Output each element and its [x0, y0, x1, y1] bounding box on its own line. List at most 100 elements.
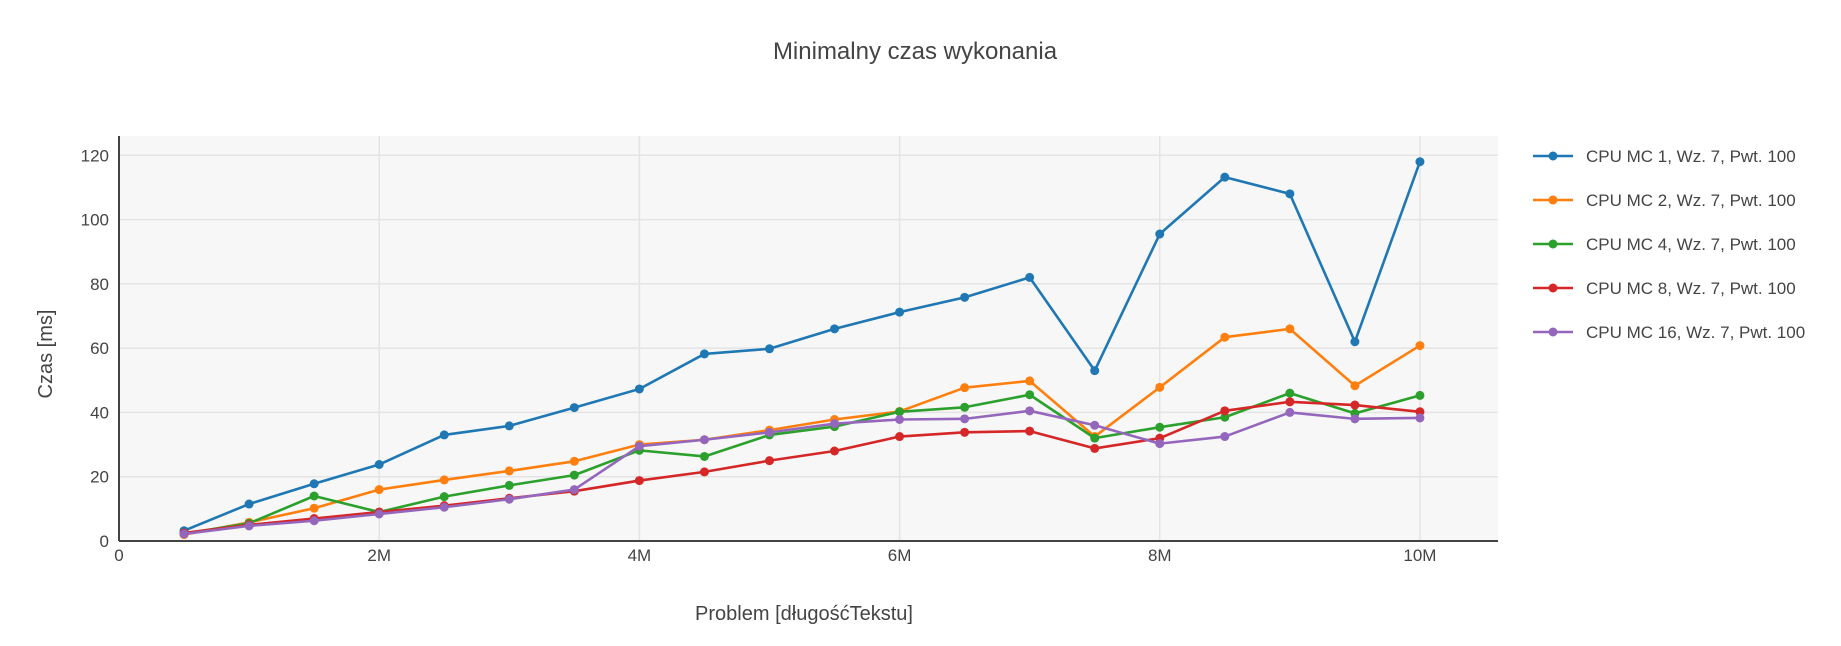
series-group — [179, 157, 1425, 540]
data-point — [960, 414, 970, 424]
data-point — [1025, 376, 1035, 386]
data-point — [634, 384, 644, 394]
data-point — [1415, 413, 1425, 423]
data-point — [569, 485, 579, 495]
y-tick-label: 120 — [81, 146, 109, 165]
data-point — [374, 460, 384, 469]
data-point — [634, 476, 644, 486]
data-point — [569, 470, 579, 480]
data-point — [1285, 388, 1295, 398]
x-tick-label: 2M — [367, 546, 391, 565]
data-point — [309, 479, 319, 489]
data-point — [960, 427, 970, 437]
y-tick-label: 100 — [81, 211, 109, 230]
legend-item[interactable]: CPU MC 8, Wz. 7, Pwt. 100 — [1533, 279, 1796, 298]
x-tick-label: 8M — [1148, 546, 1172, 565]
series-5 — [179, 406, 1425, 539]
data-point — [374, 485, 384, 495]
data-point — [895, 415, 905, 424]
legend-marker — [1548, 283, 1558, 293]
legend-marker — [1548, 195, 1558, 205]
data-point — [1155, 382, 1165, 392]
series-line — [183, 161, 1422, 532]
data-point — [504, 421, 514, 431]
legend-marker — [1548, 327, 1558, 337]
data-point — [439, 492, 449, 502]
data-point — [960, 402, 970, 412]
data-point — [1220, 432, 1230, 442]
legend-item[interactable]: CPU MC 16, Wz. 7, Pwt. 100 — [1533, 323, 1805, 342]
legend-item[interactable]: CPU MC 1, Wz. 7, Pwt. 100 — [1533, 147, 1796, 166]
data-point — [569, 403, 579, 413]
data-point — [1090, 366, 1100, 376]
data-point — [439, 430, 449, 440]
data-point — [439, 475, 449, 485]
x-tick-label: 0 — [114, 546, 123, 565]
data-point — [764, 427, 774, 437]
x-axis-title: Problem [długośćTekstu] — [695, 603, 913, 625]
y-tick-label: 60 — [90, 339, 109, 358]
data-point — [504, 494, 514, 504]
data-point — [895, 407, 905, 417]
data-point — [1350, 337, 1360, 347]
y-tick-label: 40 — [90, 403, 109, 422]
data-point — [569, 456, 579, 466]
data-point — [374, 509, 384, 519]
y-tick-label: 0 — [100, 532, 109, 551]
x-tick-label: 10M — [1403, 546, 1436, 565]
data-point — [1220, 172, 1230, 182]
legend-marker — [1548, 151, 1558, 161]
data-point — [960, 292, 970, 302]
data-point — [895, 432, 905, 442]
chart-title: Minimalny czas wykonania — [773, 38, 1058, 65]
legend-item[interactable]: CPU MC 4, Wz. 7, Pwt. 100 — [1533, 235, 1796, 254]
data-point — [960, 383, 970, 393]
data-point — [244, 521, 254, 531]
x-tick-label: 4M — [628, 546, 652, 565]
data-point — [1415, 341, 1425, 351]
data-point — [764, 344, 774, 354]
data-point — [1415, 390, 1425, 400]
data-point — [1025, 406, 1035, 416]
data-point — [895, 307, 905, 317]
legend-label: CPU MC 8, Wz. 7, Pwt. 100 — [1586, 279, 1796, 298]
data-point — [309, 491, 319, 501]
legend-label: CPU MC 1, Wz. 7, Pwt. 100 — [1586, 147, 1796, 166]
y-tick-label: 80 — [90, 275, 109, 294]
series-3 — [179, 388, 1425, 539]
legend-marker — [1548, 239, 1558, 249]
data-point — [1415, 157, 1425, 167]
grid — [119, 136, 1498, 541]
data-point — [309, 516, 319, 526]
data-point — [1350, 381, 1360, 391]
series-line — [183, 391, 1421, 535]
data-point — [1220, 412, 1230, 422]
data-point — [830, 446, 840, 456]
x-tick-label: 6M — [888, 546, 912, 565]
data-point — [1090, 443, 1100, 453]
data-point — [504, 466, 514, 476]
legend-item[interactable]: CPU MC 2, Wz. 7, Pwt. 100 — [1533, 191, 1796, 210]
legend[interactable]: CPU MC 1, Wz. 7, Pwt. 100 CPU MC 2, Wz. 7… — [1533, 147, 1805, 342]
data-point — [1285, 189, 1295, 199]
data-point — [1155, 422, 1165, 432]
data-point — [699, 349, 709, 359]
data-point — [634, 441, 644, 451]
legend-label: CPU MC 16, Wz. 7, Pwt. 100 — [1586, 323, 1805, 342]
data-point — [1155, 439, 1165, 449]
data-point — [830, 419, 840, 429]
data-point — [309, 503, 319, 513]
series-line — [183, 327, 1421, 536]
series-line — [183, 409, 1420, 536]
data-point — [1025, 390, 1035, 400]
data-point — [244, 499, 254, 509]
data-point — [179, 529, 189, 539]
data-point — [764, 456, 774, 466]
data-point — [1090, 420, 1100, 430]
data-point — [1090, 433, 1100, 443]
data-point — [1285, 397, 1295, 407]
axes: 0 20 40 60 80 100 120 0 2M 4M 6M 8M 10M — [81, 136, 1498, 565]
data-point — [504, 480, 514, 490]
data-point — [1025, 272, 1035, 282]
